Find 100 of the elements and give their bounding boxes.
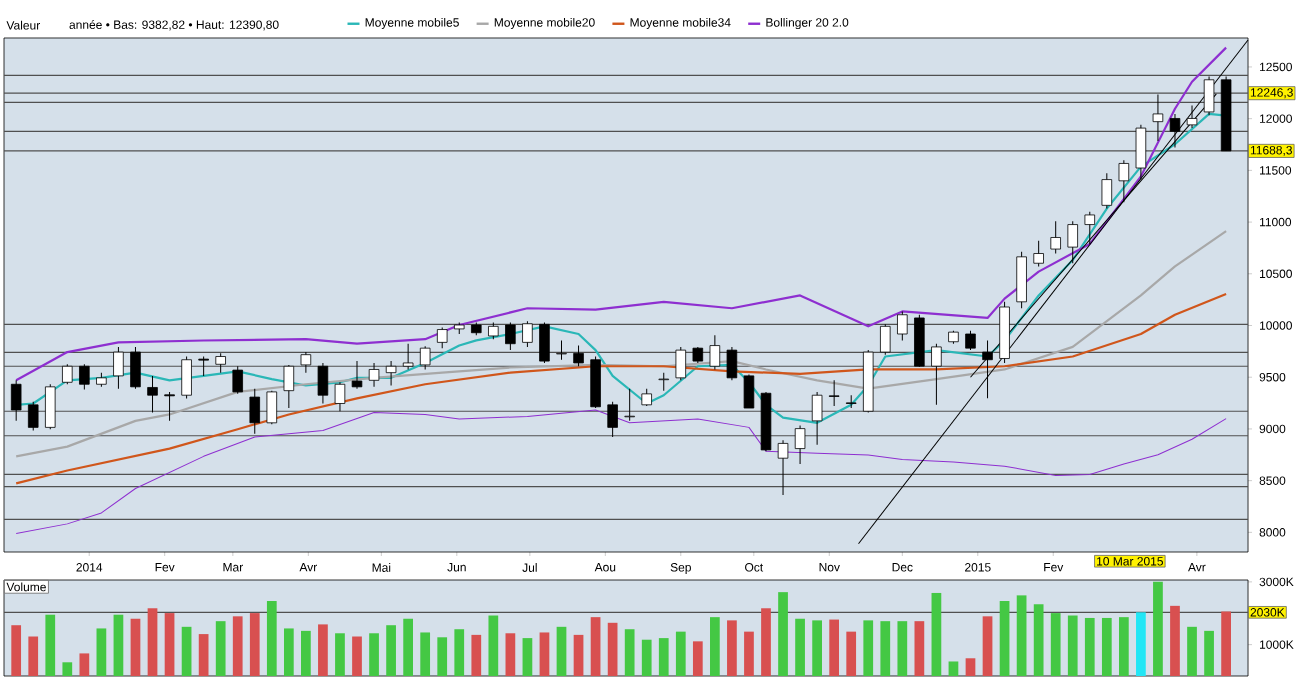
bar: [1153, 581, 1163, 676]
candlestick: [777, 439, 789, 496]
bar: [744, 631, 754, 676]
candlestick: [147, 375, 158, 414]
candlestick: [368, 362, 380, 388]
bar: [846, 631, 857, 676]
candlestick: [675, 346, 687, 381]
bar: [28, 636, 39, 676]
bar: [249, 613, 260, 676]
candlestick: [1169, 113, 1181, 148]
candlestick: [283, 364, 295, 409]
bar: [181, 626, 192, 676]
bar: [624, 629, 635, 676]
candlestick: [931, 343, 942, 406]
candlestick: [385, 360, 397, 386]
candlestick: [79, 363, 90, 390]
bar: [931, 592, 942, 676]
bar: [999, 601, 1010, 676]
bar: [301, 630, 311, 676]
bar: [607, 622, 618, 676]
bar: [420, 632, 431, 676]
candlestick: [402, 343, 414, 370]
candlestick: [1084, 211, 1096, 245]
candlestick: [436, 327, 448, 349]
bar: [556, 626, 567, 676]
candlestick: [1135, 124, 1147, 181]
candlestick: [215, 352, 226, 374]
bar: [795, 618, 805, 676]
bar: [778, 592, 788, 676]
candlestick: [811, 391, 823, 446]
candlestick: [828, 379, 840, 407]
candlestick: [181, 356, 192, 399]
candlestick: [164, 391, 175, 422]
candlestick: [62, 363, 73, 385]
bar: [914, 621, 925, 676]
bar: [11, 625, 22, 676]
bar: [1118, 617, 1129, 676]
candlestick: [590, 356, 601, 409]
candlestick: [334, 381, 346, 412]
bar: [982, 616, 993, 676]
candlestick: [232, 365, 243, 395]
candlestick: [1033, 240, 1044, 267]
candlestick: [743, 374, 755, 409]
bar: [539, 632, 550, 676]
bar: [897, 621, 908, 676]
bar: [369, 633, 379, 676]
bar: [675, 631, 686, 676]
bar: [1084, 617, 1095, 676]
candlestick: [539, 321, 550, 364]
bar: [62, 662, 73, 676]
bar: [283, 628, 294, 676]
candlestick: [897, 310, 908, 341]
candlestick: [1118, 159, 1130, 203]
bar: [198, 634, 209, 676]
line-series: [15, 292, 1228, 485]
bar: [1187, 626, 1197, 676]
bar: [880, 621, 891, 676]
bar: [692, 641, 703, 676]
bar: [761, 608, 771, 676]
candlestick: [351, 360, 363, 390]
candlestick: [266, 390, 278, 425]
bar: [79, 653, 90, 676]
candlestick: [317, 362, 329, 404]
candlestick: [1152, 94, 1164, 142]
bar: [45, 614, 56, 676]
bar: [1136, 612, 1146, 676]
candlestick: [607, 401, 618, 438]
bar: [232, 616, 243, 676]
bar: [318, 624, 328, 676]
bar: [505, 633, 516, 676]
bar: [454, 629, 465, 676]
line-series: [15, 229, 1228, 458]
candlestick: [419, 345, 431, 370]
bar: [829, 619, 840, 676]
bar: [1033, 604, 1044, 676]
bar: [215, 621, 226, 676]
bar: [658, 638, 669, 676]
bar: [1050, 613, 1061, 676]
candlestick: [1050, 220, 1061, 255]
candlestick: [1101, 172, 1113, 210]
candlestick: [1186, 105, 1198, 129]
bar: [727, 620, 737, 676]
candlestick: [709, 334, 721, 370]
candlestick: [556, 340, 567, 361]
bar: [948, 661, 959, 676]
candlestick: [794, 424, 806, 465]
candlestick: [522, 320, 533, 348]
bar: [488, 615, 499, 676]
bar: [1204, 630, 1214, 676]
candlestick: [45, 383, 56, 430]
candlestick: [1067, 220, 1078, 264]
bar: [471, 634, 482, 676]
candlestick: [880, 323, 891, 356]
candlestick: [10, 379, 22, 422]
bar: [130, 618, 141, 676]
bar: [965, 658, 976, 676]
line-series: [15, 409, 1227, 534]
line-series: [15, 46, 1228, 382]
candlestick: [249, 388, 261, 435]
bar: [1221, 611, 1231, 676]
